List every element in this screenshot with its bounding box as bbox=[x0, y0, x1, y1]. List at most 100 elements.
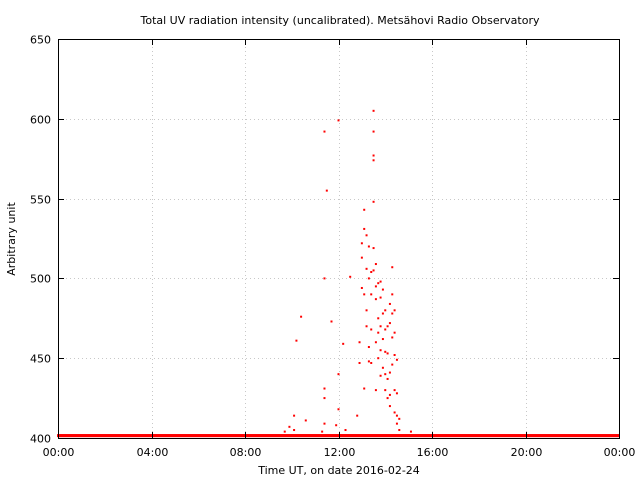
data-point bbox=[393, 354, 396, 357]
data-point bbox=[360, 286, 363, 289]
data-point bbox=[335, 424, 338, 427]
data-point bbox=[409, 430, 412, 433]
data-point bbox=[367, 346, 370, 349]
data-point bbox=[342, 342, 345, 345]
x-tick-label: 12:00 bbox=[324, 446, 356, 459]
data-point bbox=[358, 361, 361, 364]
data-point bbox=[372, 154, 375, 157]
data-point bbox=[374, 341, 377, 344]
data-point bbox=[337, 373, 340, 376]
data-point bbox=[381, 338, 384, 341]
data-point bbox=[391, 312, 394, 315]
data-point bbox=[388, 371, 391, 374]
grid-lines bbox=[58, 39, 619, 438]
data-point bbox=[358, 341, 361, 344]
data-point bbox=[395, 422, 398, 425]
data-point bbox=[398, 429, 401, 432]
data-point bbox=[379, 296, 382, 299]
axis-ticks bbox=[58, 39, 620, 439]
y-tick-labels: 400 450 500 550 600 650 bbox=[30, 34, 51, 446]
data-point bbox=[288, 425, 291, 428]
data-point bbox=[386, 325, 389, 328]
data-point bbox=[377, 357, 380, 360]
data-point bbox=[372, 247, 375, 250]
data-point bbox=[386, 377, 389, 380]
y-tick-label: 650 bbox=[30, 34, 51, 47]
data-point bbox=[325, 189, 328, 192]
data-point bbox=[367, 245, 370, 248]
x-tick-label: 08:00 bbox=[230, 446, 262, 459]
y-axis-title: Arbitrary unit bbox=[5, 202, 18, 276]
data-point bbox=[365, 309, 368, 312]
data-point bbox=[391, 266, 394, 269]
data-point bbox=[379, 374, 382, 377]
y-tick-label: 550 bbox=[30, 194, 51, 207]
data-point bbox=[393, 411, 396, 414]
x-tick-label: 04:00 bbox=[137, 446, 169, 459]
x-tick-label: 00:00 bbox=[43, 446, 75, 459]
data-point bbox=[372, 130, 375, 133]
data-point bbox=[384, 328, 387, 331]
data-point bbox=[323, 387, 326, 390]
y-tick-label: 600 bbox=[30, 114, 51, 127]
data-point bbox=[377, 282, 380, 285]
data-point bbox=[321, 430, 324, 433]
x-tick-label: 20:00 bbox=[511, 446, 543, 459]
data-point bbox=[395, 392, 398, 395]
y-tick-label: 450 bbox=[30, 353, 51, 366]
data-point bbox=[398, 417, 401, 420]
data-point bbox=[391, 336, 394, 339]
data-point bbox=[372, 200, 375, 203]
chart-title: Total UV radiation intensity (uncalibrat… bbox=[140, 14, 540, 27]
data-point bbox=[363, 387, 366, 390]
data-point bbox=[370, 361, 373, 364]
data-point bbox=[337, 119, 340, 122]
data-point bbox=[330, 320, 333, 323]
y-tick-label: 400 bbox=[30, 433, 51, 446]
data-point bbox=[367, 277, 370, 280]
data-point bbox=[370, 271, 373, 274]
data-point bbox=[356, 414, 359, 417]
data-point bbox=[300, 315, 303, 318]
data-point bbox=[377, 331, 380, 334]
data-point bbox=[344, 429, 347, 432]
data-point bbox=[388, 405, 391, 408]
data-point bbox=[295, 339, 298, 342]
data-point bbox=[384, 309, 387, 312]
data-point bbox=[370, 293, 373, 296]
data-points bbox=[57, 109, 620, 438]
data-point bbox=[384, 350, 387, 353]
data-point bbox=[363, 227, 366, 230]
data-point bbox=[323, 277, 326, 280]
data-point bbox=[374, 263, 377, 266]
data-point bbox=[388, 393, 391, 396]
data-point bbox=[381, 288, 384, 291]
data-point bbox=[393, 309, 396, 312]
data-point bbox=[388, 302, 391, 305]
data-point bbox=[388, 322, 391, 325]
data-point bbox=[391, 293, 394, 296]
data-point bbox=[293, 414, 296, 417]
data-point bbox=[395, 414, 398, 417]
x-tick-label: 00:00 bbox=[604, 446, 636, 459]
y-tick-label: 500 bbox=[30, 273, 51, 286]
data-point bbox=[365, 325, 368, 328]
data-point bbox=[365, 267, 368, 270]
data-point bbox=[393, 331, 396, 334]
data-point bbox=[377, 317, 380, 320]
data-point bbox=[381, 366, 384, 369]
data-point bbox=[384, 373, 387, 376]
data-point bbox=[372, 159, 375, 162]
data-point bbox=[381, 312, 384, 315]
data-point bbox=[374, 285, 377, 288]
data-point bbox=[379, 349, 382, 352]
data-point bbox=[323, 422, 326, 425]
data-point bbox=[391, 363, 394, 366]
data-point bbox=[384, 389, 387, 392]
x-tick-label: 16:00 bbox=[417, 446, 449, 459]
data-point bbox=[323, 397, 326, 400]
data-point bbox=[360, 256, 363, 259]
data-point bbox=[304, 419, 307, 422]
data-point bbox=[395, 358, 398, 361]
